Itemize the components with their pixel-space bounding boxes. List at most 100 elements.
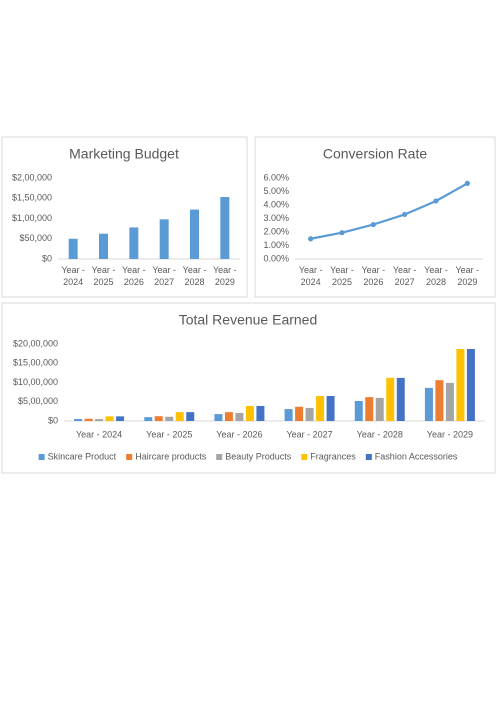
bar (154, 416, 163, 421)
legend-label: Fragrances (310, 451, 356, 461)
bar (159, 219, 169, 259)
chart-frame (1, 302, 496, 474)
bar (74, 418, 83, 421)
legend-label: Fashion Accessories (375, 451, 458, 461)
x-tick-label: Year - 2025 (91, 265, 116, 287)
bar (316, 395, 325, 421)
x-tick-label-box: Year - 2024 (298, 265, 323, 287)
bar (456, 349, 465, 421)
bar (386, 377, 395, 421)
bar (245, 405, 254, 421)
y-tick-label: $0 (48, 415, 58, 425)
bar (365, 397, 374, 421)
x-tick-label: Year - 2024 (76, 429, 122, 439)
legend-swatch (126, 454, 133, 460)
x-tick-label: Year - 2024 (298, 265, 323, 287)
bar (95, 419, 104, 421)
y-tick-label: 6.00% (263, 172, 289, 182)
y-tick-label: 3.00% (263, 213, 289, 223)
x-tick-label-box: Year - 2029 (455, 265, 480, 287)
bar (295, 406, 304, 421)
legend: Skincare Product Haircare products Beauty … (38, 451, 458, 461)
y-tick-label: 1.00% (263, 240, 289, 250)
x-tick-label: Year - 2026 (361, 265, 386, 287)
x-tick-label-box: Year - 2029 (212, 265, 237, 287)
bar (68, 238, 78, 259)
x-tick-label-box: Year - 2028 (424, 265, 448, 287)
legend-label: Haircare products (135, 451, 207, 461)
y-tick-label: $5,00,000 (18, 396, 58, 406)
bar (165, 416, 174, 421)
bar (214, 414, 223, 421)
bar (129, 227, 139, 259)
x-tick-label: Year - 2028 (424, 265, 448, 287)
bar (396, 377, 405, 421)
point (308, 236, 314, 242)
bar (186, 412, 195, 421)
bar (284, 409, 293, 421)
point (339, 230, 345, 236)
bar (435, 380, 444, 421)
line (310, 182, 468, 240)
y-tick-label: 0.00% (263, 253, 289, 263)
y-tick-label: $15,00,000 (13, 358, 58, 368)
legend-label: Beauty Products (225, 451, 292, 461)
x-tick-label-box: Year - 2025 (330, 265, 354, 287)
x-tick-label-box: Year - 2027 (392, 265, 417, 287)
x-tick-label: Year - 2025 (330, 265, 354, 287)
bar (99, 233, 108, 259)
x-tick-label-box: Year - 2026 (361, 265, 386, 287)
y-tick-label: 4.00% (263, 199, 289, 209)
point (402, 211, 408, 218)
x-tick-label-box: Year - 2026 (121, 265, 146, 287)
bar (424, 387, 433, 421)
x-tick-label: Year - 2026 (121, 265, 146, 287)
bar (116, 416, 125, 421)
chart-title: Marketing Budget (69, 146, 179, 162)
bar (190, 209, 199, 259)
bar (105, 416, 114, 421)
bar (256, 405, 265, 421)
y-tick-label: 5.00% (263, 186, 289, 196)
bar (375, 397, 384, 421)
x-tick-label-box: Year - 2027 (152, 265, 176, 287)
x-tick-label: Year - 2027 (152, 265, 176, 287)
x-tick-label: Year - 2029 (212, 265, 237, 287)
y-tick-label: $20,00,000 (13, 338, 58, 348)
legend-swatch (301, 454, 308, 460)
bar (144, 417, 153, 421)
y-tick-label: $0 (42, 253, 52, 263)
x-tick-label: Year - 2029 (427, 429, 473, 439)
bar (305, 407, 314, 421)
chart-frame (1, 136, 248, 298)
point (433, 198, 439, 204)
x-tick-label: Year - 2027 (286, 429, 332, 439)
x-tick-label: Year - 2026 (216, 429, 262, 439)
x-tick-label: Year - 2024 (61, 265, 85, 287)
chart-title: Conversion Rate (323, 146, 427, 162)
bar (220, 197, 230, 259)
bar (466, 349, 475, 421)
chart-frame (254, 136, 496, 298)
y-tick-label: $10,00,000 (13, 377, 58, 387)
legend-swatch (38, 454, 45, 460)
point (464, 180, 470, 186)
x-tick-label: Year - 2028 (357, 429, 403, 439)
y-tick-label: $1,00,000 (12, 213, 52, 223)
y-tick-label: $1,50,000 (12, 193, 52, 203)
legend-swatch (216, 454, 223, 460)
x-tick-label: Year - 2029 (455, 265, 480, 287)
x-tick-label: Year - 2028 (182, 265, 207, 287)
legend-label: Skincare Product (48, 451, 117, 461)
bar (175, 412, 184, 421)
x-tick-label: Year - 2027 (392, 265, 417, 287)
point (370, 221, 376, 228)
x-tick-label-box: Year - 2025 (91, 265, 116, 287)
y-tick-label: $2,00,000 (12, 172, 52, 182)
x-tick-label: Year - 2025 (146, 429, 192, 439)
bar (445, 382, 454, 421)
legend-swatch (365, 454, 372, 460)
x-tick-label-box: Year - 2024 (61, 265, 85, 287)
bar (326, 395, 335, 421)
